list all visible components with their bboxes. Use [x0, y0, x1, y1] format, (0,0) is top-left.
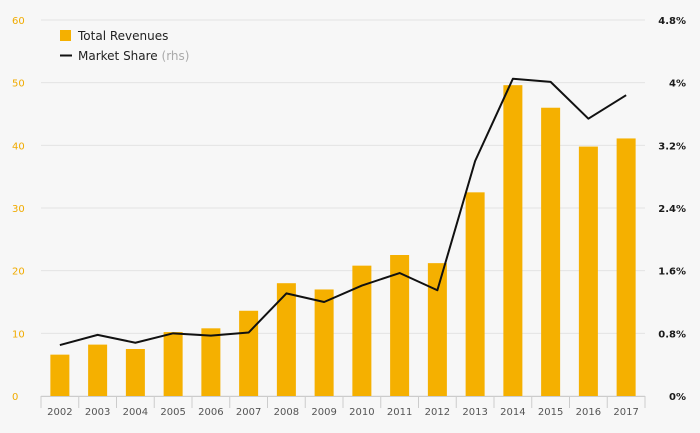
right-tick-label: 0%: [669, 392, 686, 403]
x-tick-label: 2010: [349, 407, 374, 418]
revenue-bar: [50, 354, 70, 396]
left-tick-label: 50: [12, 79, 25, 90]
x-tick-label: 2017: [613, 407, 638, 418]
right-axis: 0% 0.8% 1.6% 2.4% 3.2% 4% 4.8%: [658, 16, 686, 403]
x-tick-label: 2013: [462, 407, 487, 418]
left-tick-label: 30: [12, 204, 25, 215]
x-tick-label: 2004: [123, 407, 148, 418]
left-tick-label: 10: [12, 329, 25, 340]
revenue-bar: [541, 107, 561, 396]
x-tick-label: 2011: [387, 407, 412, 418]
revenue-bar: [578, 146, 598, 396]
revenue-bar: [201, 328, 221, 396]
legend-label-market-share: Market Share (rhs): [78, 49, 189, 63]
left-tick-label: 0: [12, 392, 18, 403]
revenue-bar: [390, 255, 410, 396]
x-tick-label: 2014: [500, 407, 525, 418]
revenue-bar: [314, 289, 334, 396]
x-tick-label: 2006: [198, 407, 223, 418]
right-tick-label: 0.8%: [658, 329, 686, 340]
revenue-bar: [465, 192, 485, 396]
right-tick-label: 4.8%: [658, 16, 686, 27]
x-axis: 2002 2003 2004 2005 2006 2007 2008 2009 2010 2011…: [40, 396, 646, 418]
legend-label-total-revenues: Total Revenues: [77, 29, 168, 43]
x-tick-label: 2005: [160, 407, 185, 418]
revenue-bar: [88, 344, 108, 396]
x-tick-label: 2007: [236, 407, 261, 418]
left-tick-label: 60: [12, 16, 25, 27]
right-tick-label: 2.4%: [658, 204, 686, 215]
revenue-bar: [352, 265, 372, 396]
x-tick-label: 2015: [538, 407, 563, 418]
x-tick-label: 2012: [425, 407, 450, 418]
left-tick-label: 20: [12, 267, 25, 278]
revenue-bar: [427, 263, 447, 396]
x-tick-label: 2016: [576, 407, 601, 418]
right-tick-label: 3.2%: [658, 141, 686, 152]
right-tick-label: 1.6%: [658, 267, 686, 278]
x-tick-label: 2002: [47, 407, 72, 418]
revenue-bar: [503, 85, 523, 396]
x-tick-label: 2003: [85, 407, 110, 418]
legend-swatch-total-revenues: [60, 30, 71, 41]
legend-rhs-note: (rhs): [162, 49, 190, 63]
market-share-line: [59, 77, 627, 347]
x-tick-label: 2009: [311, 407, 336, 418]
grid-lines: [41, 19, 645, 397]
left-axis: 0 10 20 30 40 50 60: [12, 16, 25, 403]
revenue-bar: [125, 349, 145, 396]
revenue-bar: [239, 310, 259, 396]
left-tick-label: 40: [12, 141, 25, 152]
revenue-bar: [616, 138, 636, 396]
legend: Total Revenues Market Share (rhs): [60, 29, 189, 63]
revenue-bars: [50, 85, 636, 396]
right-tick-label: 4%: [669, 79, 686, 90]
revenue-bar: [163, 332, 183, 396]
revenue-bar: [276, 283, 296, 396]
market-share-polyline: [59, 77, 627, 347]
x-tick-label: 2008: [274, 407, 299, 418]
